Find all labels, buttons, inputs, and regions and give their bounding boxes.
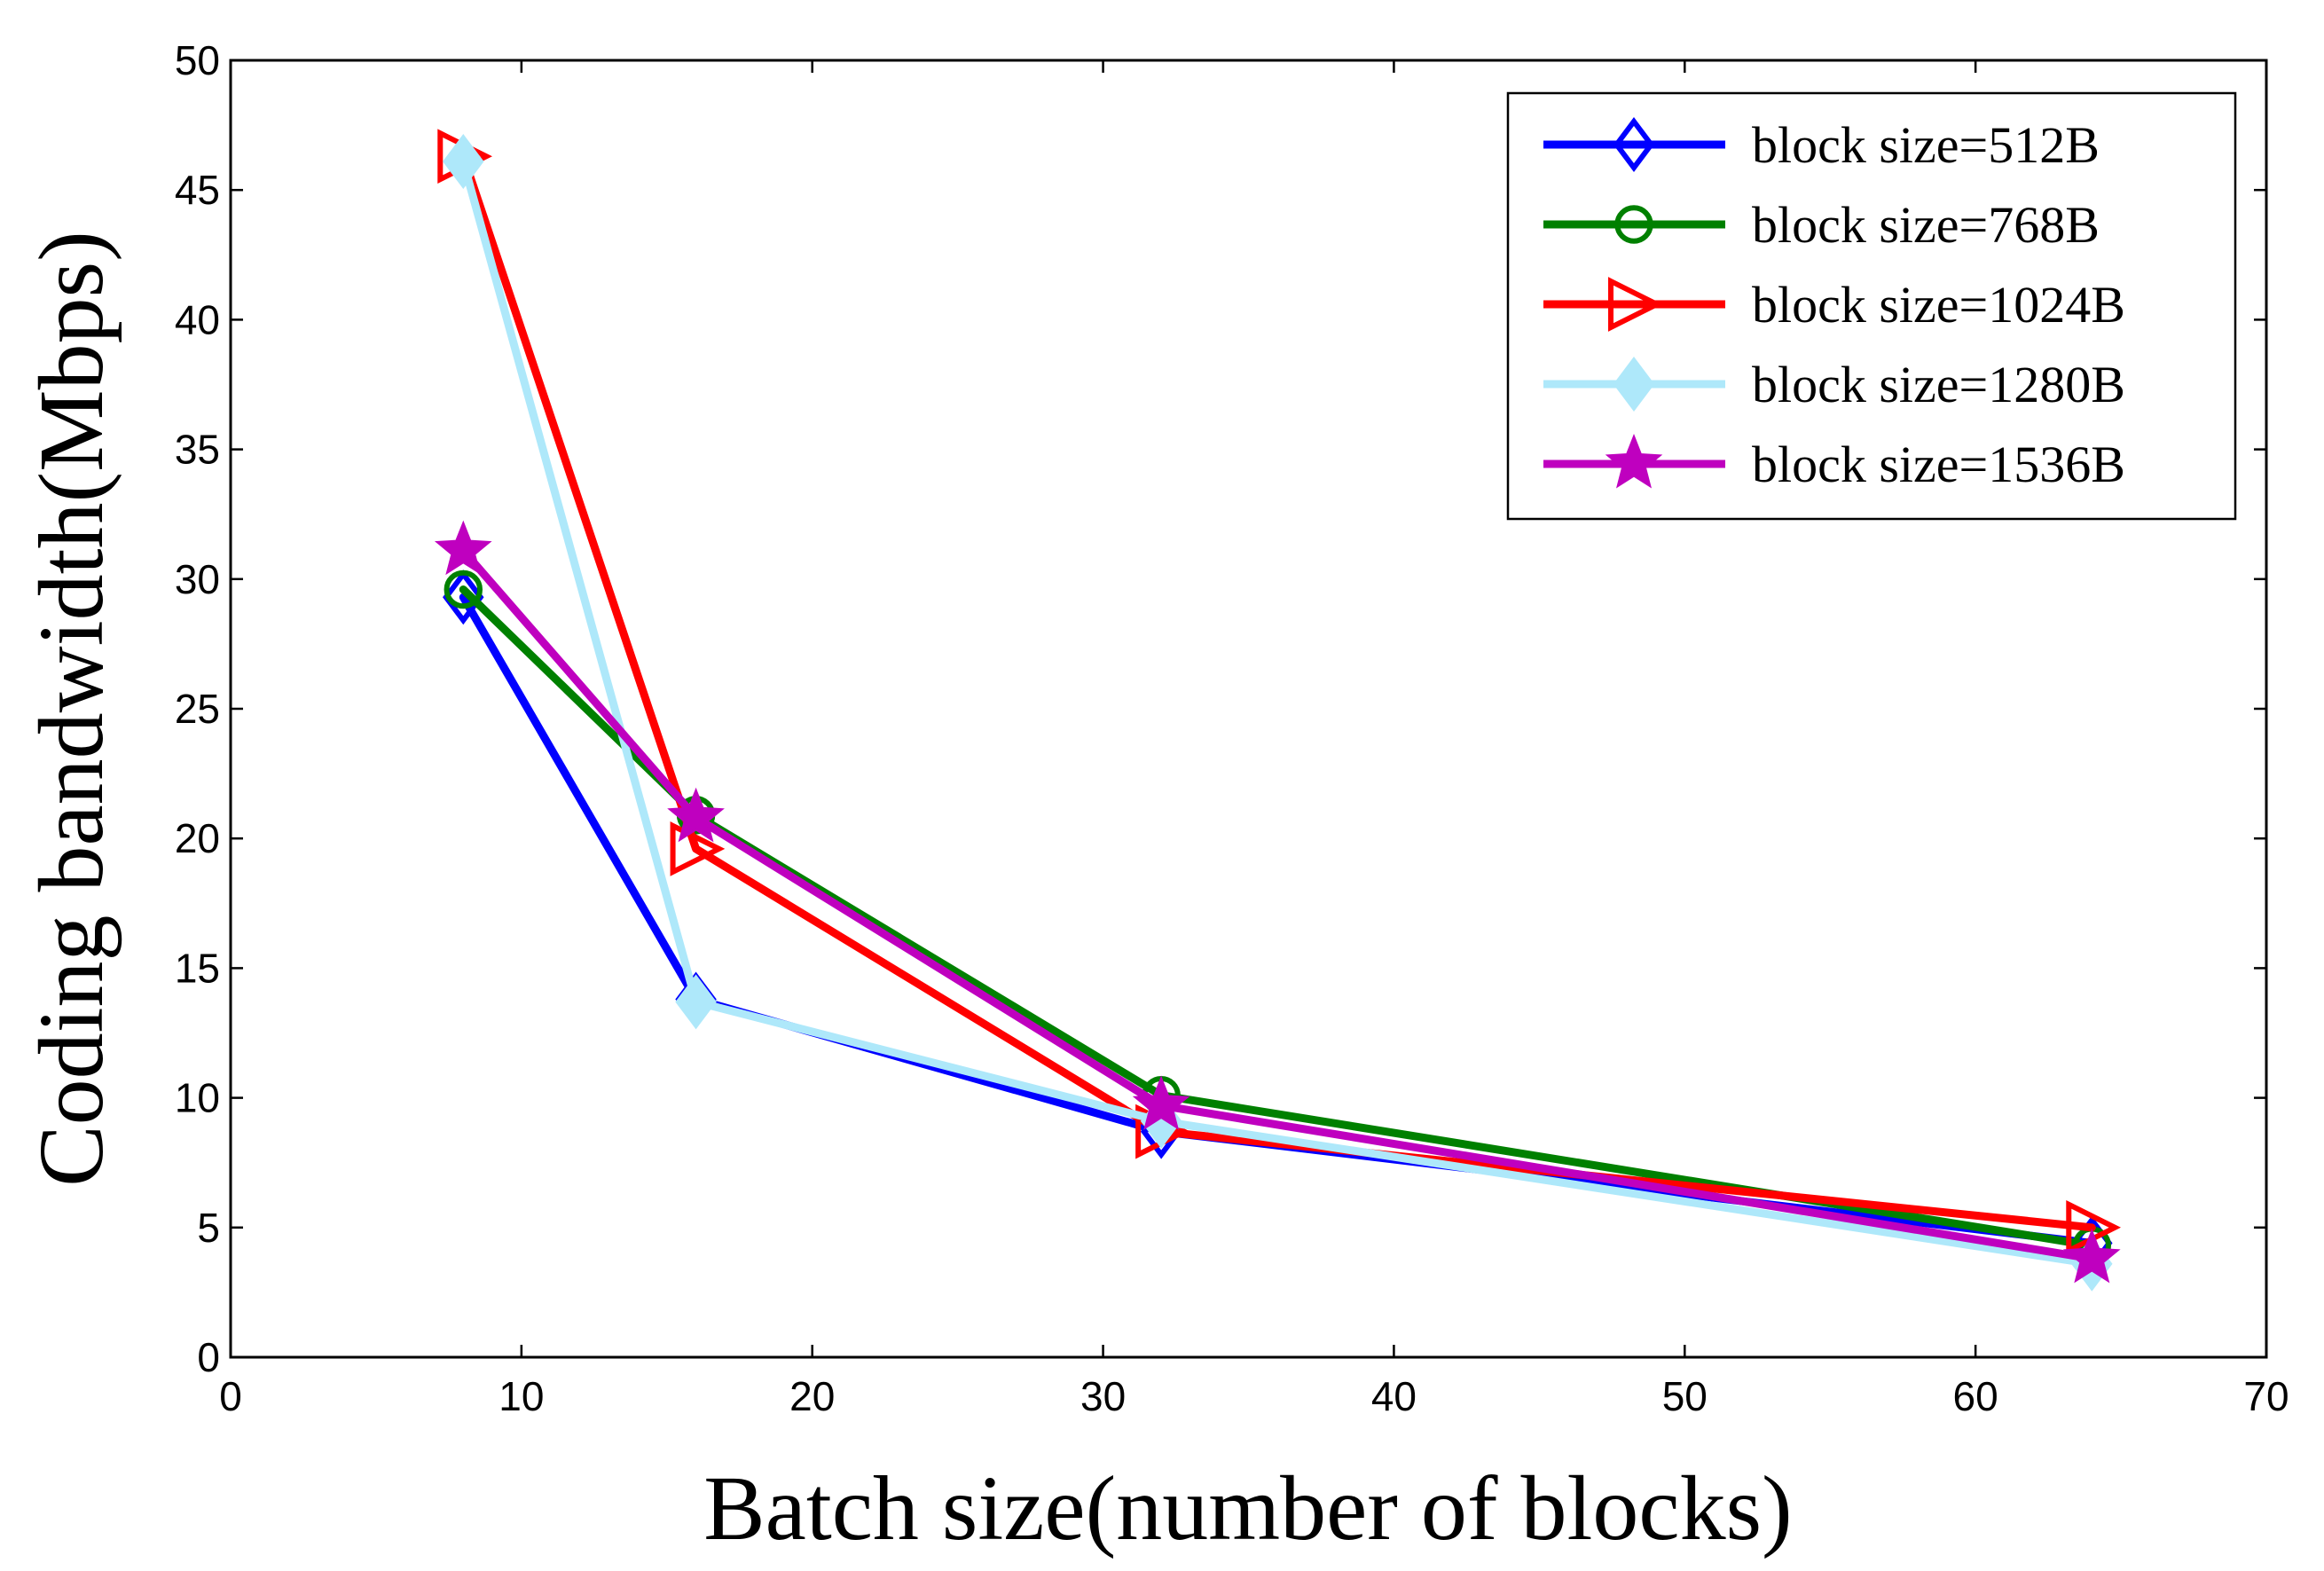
legend-item: block size=1024B [1543, 276, 2125, 334]
y-tick-label: 0 [197, 1334, 220, 1380]
y-tick-label: 20 [175, 815, 220, 861]
x-tick-label: 30 [1080, 1373, 1126, 1419]
series-line [459, 157, 2096, 1269]
x-axis-title: Batch size(number of blocks) [703, 1457, 1792, 1559]
star-marker [2062, 1228, 2121, 1284]
circle-marker [1614, 205, 1653, 244]
x-tick-label: 50 [1662, 1373, 1708, 1419]
circle-marker [444, 569, 483, 609]
legend-item: block size=512B [1543, 116, 2100, 174]
y-tick-label: 50 [175, 37, 220, 83]
legend-label: block size=512B [1752, 116, 2100, 174]
series-line [459, 546, 2096, 1263]
star-marker [1132, 1075, 1190, 1130]
series-group [434, 129, 2121, 1292]
plus-marker [443, 134, 484, 190]
legend-item: block size=1280B [1543, 356, 2125, 413]
triangle-marker [1608, 277, 1663, 332]
legend-label: block size=768B [1752, 196, 2100, 254]
series-4 [434, 520, 2121, 1284]
x-tick-label: 0 [219, 1373, 242, 1419]
plus-marker [675, 974, 717, 1030]
series-line [459, 585, 2096, 1250]
legend-item: block size=768B [1543, 196, 2100, 254]
x-tick-label: 10 [499, 1373, 544, 1419]
legend: block size=512B block size=768B block size… [1506, 91, 2237, 521]
diamond-marker [443, 569, 484, 625]
star-marker [434, 520, 492, 576]
star-marker [1605, 433, 1663, 489]
plus-marker [1613, 357, 1655, 412]
y-tick-label: 30 [175, 556, 220, 602]
x-tick-label: 40 [1371, 1373, 1417, 1419]
y-tick-label: 35 [175, 427, 220, 473]
legend-label: block size=1280B [1752, 356, 2125, 413]
x-tick-label: 20 [789, 1373, 835, 1419]
x-tick-label: 70 [2243, 1373, 2289, 1419]
legend-label: block size=1024B [1752, 276, 2125, 334]
y-tick-label: 15 [175, 945, 220, 991]
diamond-marker [1613, 117, 1655, 172]
axis-ticks: 0 10 20 30 40 50 60 70 0 5 10 15 20 25 30 35 40 45 50 [175, 37, 2289, 1419]
legend-label: block size=1536B [1752, 436, 2125, 493]
triangle-marker [670, 821, 726, 876]
x-tick-label: 60 [1953, 1373, 1998, 1419]
y-tick-label: 5 [197, 1205, 220, 1251]
y-axis-title: Coding bandwidth(Mbps) [20, 231, 122, 1187]
y-tick-label: 25 [175, 686, 220, 732]
y-tick-label: 45 [175, 167, 220, 213]
y-tick-label: 10 [175, 1075, 220, 1121]
y-tick-label: 40 [175, 296, 220, 342]
legend-item: block size=1536B [1543, 433, 2125, 493]
star-marker [667, 787, 725, 843]
